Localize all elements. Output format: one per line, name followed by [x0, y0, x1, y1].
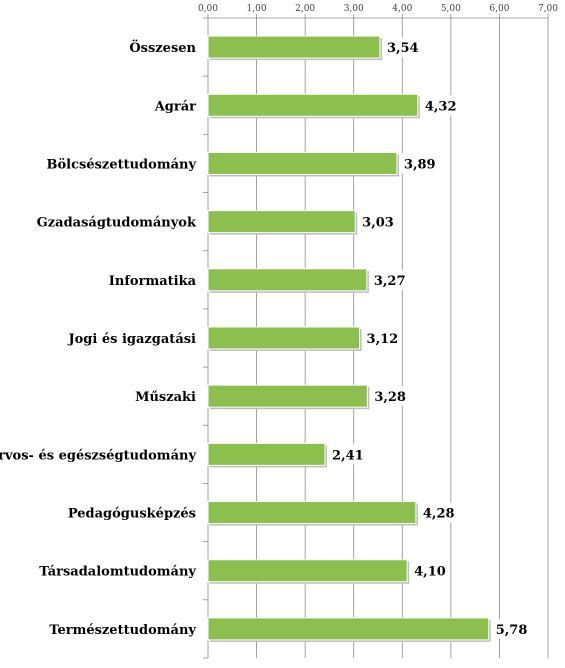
- value-label-box: [328, 444, 367, 465]
- value-label-box: [370, 386, 409, 407]
- category-label: Orvos- és egészségtudomány: [0, 448, 196, 463]
- x-tick-label: 5,00: [441, 4, 461, 14]
- value-label: 3,54: [387, 41, 419, 56]
- value-label-box: [362, 328, 401, 348]
- value-label: 5,78: [496, 623, 528, 638]
- x-tick-label: 7,00: [538, 4, 558, 14]
- value-label: 3,89: [404, 157, 436, 172]
- category-label: Bölcsészettudomány: [47, 157, 197, 172]
- value-label-box: [399, 153, 438, 174]
- bars: [207, 35, 491, 642]
- x-tick-label: 3,00: [344, 4, 364, 14]
- value-label: 3,28: [374, 390, 406, 405]
- x-tick-label: 4,00: [392, 4, 412, 14]
- bar: [207, 559, 408, 583]
- bar: [207, 35, 381, 59]
- value-label: 4,28: [423, 507, 455, 522]
- category-label: Informatika: [109, 274, 197, 289]
- category-label: Műszaki: [135, 390, 196, 405]
- bar: [207, 501, 417, 525]
- x-tick-labels: 0,00 1,00 2,00 3,00 4,00 5,00 6,00 7,00: [198, 4, 558, 14]
- bar: [207, 617, 490, 641]
- category-label: Társadalomtudomány: [39, 565, 196, 580]
- category-labels: Összesen Agrár Bölcsészettudomány Gzadaságt…: [0, 39, 197, 638]
- value-label-box: [418, 502, 457, 523]
- value-label-box: [410, 560, 449, 581]
- bar: [207, 326, 361, 350]
- category-label: Pedagógusképzés: [68, 507, 196, 522]
- value-label-box: [420, 95, 459, 116]
- x-tick-label: 0,00: [198, 4, 218, 14]
- value-label-box: [358, 211, 397, 232]
- value-label-box: [382, 37, 421, 58]
- value-label-box: [369, 269, 408, 290]
- value-label: 3,27: [374, 274, 406, 289]
- value-label: 4,10: [414, 565, 446, 580]
- value-label: 3,12: [367, 332, 399, 347]
- value-label: 2,41: [332, 448, 364, 463]
- category-label: Gzadaságtudományok: [37, 216, 197, 231]
- x-tick-label: 6,00: [489, 4, 509, 14]
- bar: [207, 210, 356, 234]
- bar: [207, 93, 419, 117]
- value-label: 3,03: [362, 216, 394, 231]
- category-label: Természettudomány: [49, 623, 196, 638]
- bar: [207, 268, 368, 292]
- value-labels: 3,54 4,32 3,89 3,03 3,27 3,12 3,28 2,41 4,28 4,10…: [328, 37, 530, 639]
- bar: [207, 151, 398, 175]
- category-label: Agrár: [154, 99, 196, 114]
- value-label-box: [491, 618, 530, 639]
- bar: [207, 384, 368, 408]
- value-label: 4,32: [425, 99, 457, 114]
- x-tick-label: 2,00: [295, 4, 315, 14]
- x-tick-label: 1,00: [247, 4, 267, 14]
- bar: [207, 442, 326, 466]
- category-label: Jogi és igazgatási: [67, 332, 196, 347]
- category-label: Összesen: [129, 39, 196, 56]
